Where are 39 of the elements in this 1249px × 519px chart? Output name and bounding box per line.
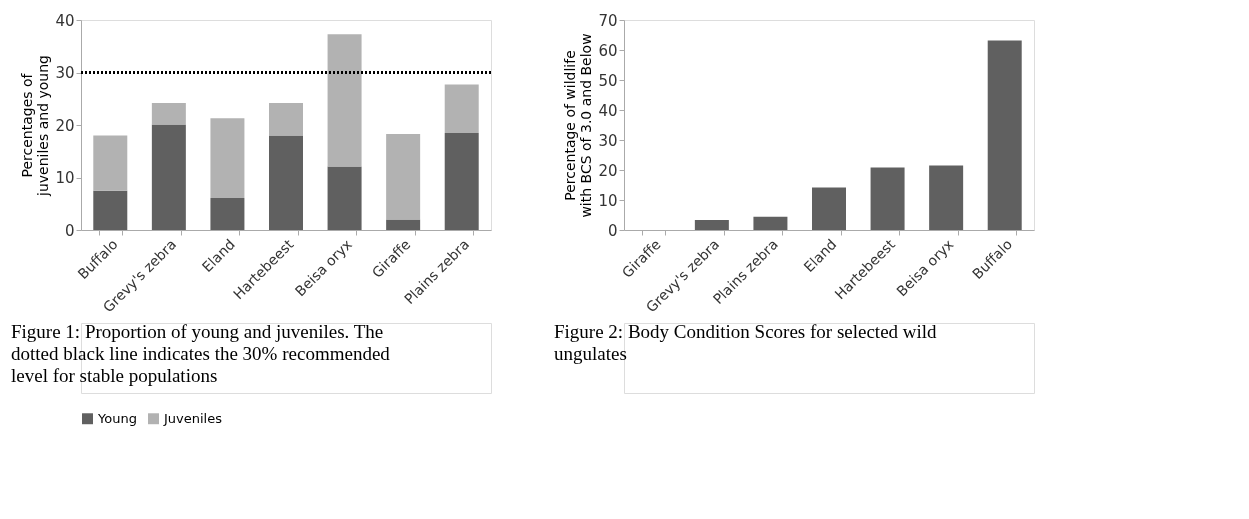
y-tick-label: 60 (598, 41, 618, 60)
bar (151, 124, 186, 230)
caption: Figure 1: Proportion of young and juveniles. The dotted black line indicates the 30% recommended level for stable populations (11, 321, 391, 386)
y-tick-label: 20 (55, 116, 75, 135)
bar (327, 166, 362, 230)
y-tick-label: 70 (598, 11, 618, 30)
y-tick-label: 40 (598, 101, 618, 120)
caption: Figure 2: Body Condition Scores for selected wild ungulates (554, 321, 938, 364)
bar (93, 190, 128, 230)
bar (694, 220, 729, 230)
bar (386, 219, 421, 230)
y-axis-title: Percentages of juveniles and young (19, 55, 52, 197)
bar (870, 167, 905, 230)
y-tick-label: 0 (64, 221, 75, 240)
y-tick-label: 40 (55, 11, 75, 30)
bar (753, 216, 788, 230)
bar (210, 197, 245, 230)
y-axis-title: Percentage of wildlife with BCS of 3.0 and Below (562, 33, 595, 218)
bar (269, 102, 303, 136)
y-tick-label: 10 (598, 191, 618, 210)
bar (327, 34, 362, 167)
bar (987, 40, 1022, 230)
legend-label: Juveniles (163, 410, 223, 426)
y-tick-label: 10 (55, 169, 75, 187)
legend-label: Young (97, 410, 137, 426)
bar (151, 102, 186, 125)
bar (93, 135, 128, 191)
y-tick-label: 30 (55, 64, 75, 82)
y-tick-label: 20 (598, 161, 618, 180)
bar (812, 187, 846, 230)
y-tick-label: 50 (598, 71, 618, 90)
bar (444, 132, 479, 230)
bar (386, 133, 421, 220)
y-tick-label: 0 (607, 221, 618, 240)
bar (929, 165, 964, 230)
y-tick-label: 30 (598, 131, 618, 150)
bar (444, 84, 479, 133)
bar (269, 135, 303, 230)
bar (210, 118, 245, 198)
